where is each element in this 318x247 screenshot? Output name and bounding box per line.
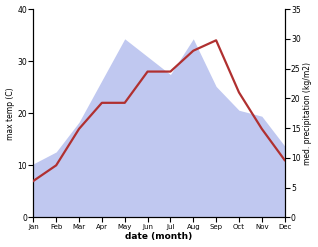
- Y-axis label: max temp (C): max temp (C): [5, 87, 15, 140]
- X-axis label: date (month): date (month): [125, 232, 193, 242]
- Y-axis label: med. precipitation (kg/m2): med. precipitation (kg/m2): [303, 62, 313, 165]
